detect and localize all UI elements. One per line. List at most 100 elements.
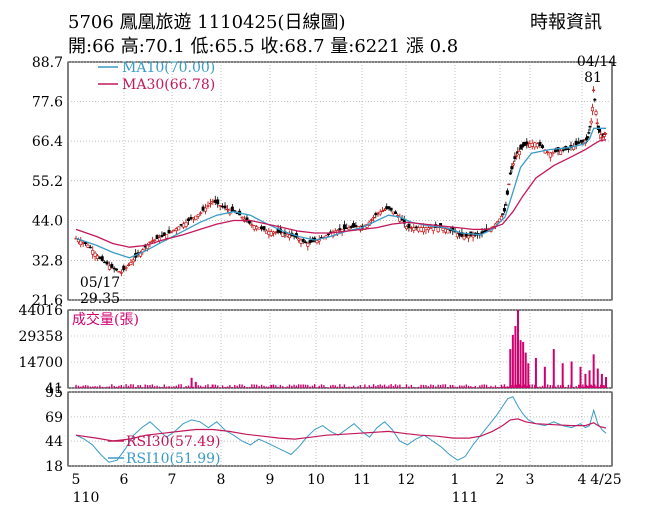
candle-body xyxy=(592,89,596,92)
candle-body xyxy=(504,204,508,206)
candle-body xyxy=(462,235,466,240)
candle-body xyxy=(281,232,285,237)
candle-body xyxy=(404,226,408,230)
candle-body xyxy=(517,151,521,156)
x-tick-label: 9 xyxy=(266,472,275,488)
candle-body xyxy=(117,271,121,273)
ma10-line xyxy=(75,127,606,259)
candle-body xyxy=(81,242,85,244)
rsi-tick-label: 18 xyxy=(45,459,63,475)
candle-body xyxy=(223,205,227,209)
candle-body xyxy=(594,111,598,115)
candle-body xyxy=(79,240,83,245)
candle-body xyxy=(153,239,157,241)
rsi-tick-label: 44 xyxy=(45,434,63,450)
candle-body xyxy=(112,267,116,270)
candle-body xyxy=(589,120,593,124)
candle-body xyxy=(566,148,570,150)
candle-body xyxy=(422,227,426,233)
candle-body xyxy=(548,152,552,158)
candle-body xyxy=(225,208,229,211)
candle-body xyxy=(167,229,171,234)
candle-body xyxy=(250,224,254,226)
candle-body xyxy=(184,221,188,227)
x-year-label: 110 xyxy=(73,490,100,506)
candle-body xyxy=(306,242,310,247)
panel-frame-2 xyxy=(67,391,613,467)
candle-body xyxy=(260,226,264,230)
candle-body xyxy=(245,217,249,222)
candle-body xyxy=(431,227,435,232)
candle-body xyxy=(119,272,123,274)
candle-body xyxy=(372,216,376,219)
candle-body xyxy=(378,211,382,215)
candle-body xyxy=(105,261,109,265)
x-tick-label: 8 xyxy=(217,472,226,488)
candle-body xyxy=(148,241,152,244)
volume-tick-label: 29358 xyxy=(18,329,63,345)
price-tick-label: 21.6 xyxy=(32,293,63,309)
candle-body xyxy=(389,207,393,211)
candle-body xyxy=(216,199,220,205)
candle-body xyxy=(177,226,181,231)
panel-frame-1 xyxy=(67,309,613,389)
candle-body xyxy=(551,152,555,154)
candle-body xyxy=(204,207,208,212)
x-tick-label: 7 xyxy=(168,472,177,488)
candle-body xyxy=(100,256,104,261)
candle-body xyxy=(409,227,413,229)
candle-body xyxy=(369,219,373,221)
candle-body xyxy=(301,239,305,242)
candle-body xyxy=(213,199,217,203)
candle-body xyxy=(221,205,225,208)
candle-body xyxy=(131,259,135,263)
candle-body xyxy=(297,238,301,241)
candle-body xyxy=(191,217,195,220)
volume-tick-label: 41 xyxy=(45,381,63,397)
candle-body xyxy=(436,227,440,233)
candle-body xyxy=(541,145,545,149)
candle-body xyxy=(211,200,215,203)
candle-body xyxy=(530,142,534,147)
x-tick-label: 12 xyxy=(397,472,415,488)
rsi30-line xyxy=(75,418,607,442)
candle-body xyxy=(546,151,550,154)
candle-body xyxy=(124,267,128,269)
candle-body xyxy=(342,224,346,230)
candle-body xyxy=(230,206,234,212)
volume-tick-label: 14700 xyxy=(18,355,63,371)
candle-body xyxy=(429,227,433,229)
candle-body xyxy=(514,155,518,157)
candle-body xyxy=(508,172,512,175)
x-year-label: 111 xyxy=(452,490,479,506)
candle-body xyxy=(424,227,428,231)
candle-body xyxy=(446,229,450,234)
ma30-legend-label: MA30(66.78) xyxy=(122,77,215,93)
price-tick-label: 77.6 xyxy=(32,94,63,110)
candle-body xyxy=(443,228,447,233)
low-value-annotation: 29.35 xyxy=(80,291,120,307)
candle-body xyxy=(110,263,114,268)
candle-body xyxy=(129,262,133,265)
candle-body xyxy=(505,190,509,195)
candle-body xyxy=(315,240,319,244)
candle-body xyxy=(115,268,119,271)
candle-body xyxy=(174,228,178,232)
rsi10-line xyxy=(75,396,607,463)
ma10-legend-label: MA10(70.00) xyxy=(122,60,215,76)
candle-body xyxy=(269,231,273,236)
x-tick-label: 11 xyxy=(353,472,371,488)
candle-body xyxy=(172,229,176,232)
candle-body xyxy=(165,234,169,239)
x-tick-label: 5 xyxy=(72,472,81,488)
candle-body xyxy=(354,225,358,228)
candle-body xyxy=(201,206,205,211)
candle-body xyxy=(196,214,200,217)
candle-body xyxy=(507,183,511,186)
candle-body xyxy=(574,140,578,146)
ma30-line xyxy=(75,139,607,248)
candle-body xyxy=(199,212,203,214)
candle-body xyxy=(383,209,387,212)
volume-label: 成交量(張) xyxy=(72,311,139,328)
candle-body xyxy=(593,98,597,101)
